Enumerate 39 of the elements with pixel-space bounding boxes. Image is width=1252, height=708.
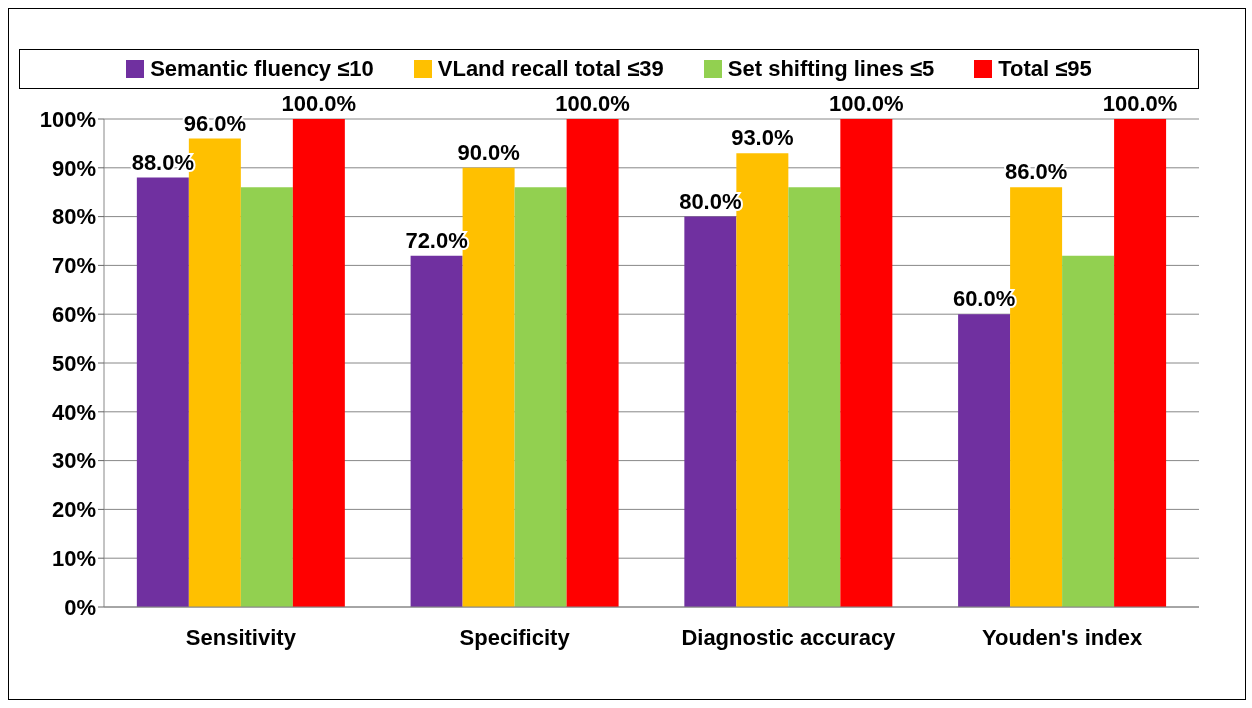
- y-tick-label: 100%: [39, 106, 96, 132]
- bar: [410, 255, 463, 607]
- legend-label: Set shifting lines ≤5: [727, 56, 935, 82]
- bar: [684, 216, 737, 607]
- y-tick-label: 20%: [51, 497, 96, 523]
- bar: [514, 187, 567, 607]
- bar: [840, 119, 893, 607]
- x-tick-label: Diagnostic accuracy: [681, 624, 897, 650]
- y-tick-label: 0%: [64, 594, 96, 620]
- y-tick-label: 70%: [51, 253, 96, 279]
- bar: [1114, 119, 1167, 607]
- bar: [240, 187, 293, 607]
- data-label: 96.0%: [183, 110, 247, 136]
- data-label: 100.0%: [1102, 91, 1178, 116]
- x-tick-label: Sensitivity: [185, 624, 297, 650]
- y-tick-label: 30%: [51, 448, 96, 474]
- legend-label: Semantic fluency ≤10: [150, 56, 374, 82]
- x-tick-label: Specificity: [459, 624, 571, 650]
- y-tick-label: 10%: [51, 546, 96, 572]
- y-tick-label: 50%: [51, 350, 96, 376]
- bar: [788, 187, 841, 607]
- bar: [1062, 255, 1115, 607]
- bar: [958, 314, 1011, 607]
- y-tick-label: 80%: [51, 204, 96, 230]
- bar: [136, 177, 189, 607]
- y-tick-label: 90%: [51, 155, 96, 181]
- data-label: 86.0%: [1004, 159, 1068, 185]
- bar: [292, 119, 345, 607]
- y-tick-label: 60%: [51, 302, 96, 328]
- y-tick-label: 40%: [51, 399, 96, 425]
- data-label: 93.0%: [731, 125, 794, 151]
- bar: [566, 119, 619, 607]
- data-label: 100.0%: [281, 91, 357, 116]
- legend-label: Total ≤95: [998, 56, 1092, 82]
- data-label: 100.0%: [829, 91, 904, 116]
- data-label: 100.0%: [555, 91, 630, 116]
- x-tick-label: Youden's index: [982, 624, 1143, 650]
- legend-label: VLand recall total ≤39: [437, 56, 664, 82]
- data-label: 90.0%: [457, 139, 520, 165]
